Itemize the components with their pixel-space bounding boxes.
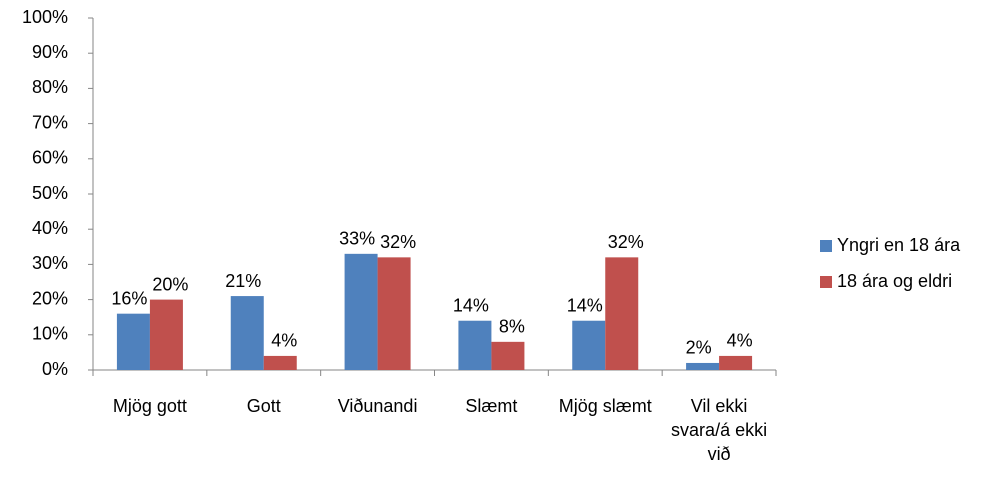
- bar: [719, 355, 753, 370]
- y-tick-label: 10%: [32, 324, 68, 344]
- data-label: 33%: [339, 229, 375, 249]
- bar: [116, 313, 150, 370]
- y-tick-label: 20%: [32, 288, 68, 308]
- data-label: 21%: [225, 271, 261, 291]
- data-label: 14%: [567, 295, 603, 315]
- bar: [344, 253, 378, 370]
- y-tick-label: 40%: [32, 218, 68, 238]
- x-tick-label: Vil ekki svara/á ekki við: [671, 396, 768, 464]
- legend-label: Yngri en 18 ára: [837, 235, 961, 255]
- bar: [149, 299, 183, 370]
- y-tick-label: 60%: [32, 148, 68, 168]
- data-label: 32%: [608, 232, 644, 252]
- bar: [491, 341, 525, 370]
- bar: [377, 257, 411, 370]
- legend-label: 18 ára og eldri: [837, 271, 952, 291]
- bar: [572, 320, 606, 370]
- y-tick-label: 100%: [22, 7, 68, 27]
- bar: [605, 257, 639, 370]
- y-tick-label: 80%: [32, 77, 68, 97]
- bar: [263, 355, 297, 370]
- x-tick-label: Slæmt: [465, 396, 518, 416]
- bar: [458, 320, 492, 370]
- bar: [230, 296, 264, 370]
- legend-swatch: [820, 276, 832, 288]
- data-label: 8%: [499, 317, 525, 337]
- data-label: 14%: [453, 295, 489, 315]
- data-label: 4%: [271, 331, 297, 351]
- x-tick-label: Mjög slæmt: [558, 396, 652, 416]
- y-tick-label: 70%: [32, 112, 68, 132]
- x-tick-label: Mjög gott: [112, 396, 187, 416]
- bar: [686, 362, 720, 370]
- x-tick-label: Gott: [246, 396, 281, 416]
- y-tick-label: 30%: [32, 253, 68, 273]
- y-tick-label: 0%: [42, 359, 68, 379]
- y-tick-label: 50%: [32, 183, 68, 203]
- y-tick-label: 90%: [32, 42, 68, 62]
- data-label: 4%: [727, 331, 753, 351]
- data-label: 32%: [380, 232, 416, 252]
- legend-swatch: [820, 240, 832, 252]
- data-label: 2%: [686, 338, 712, 358]
- data-label: 20%: [152, 274, 188, 294]
- x-tick-label: Viðunandi: [337, 396, 418, 416]
- data-label: 16%: [111, 288, 147, 308]
